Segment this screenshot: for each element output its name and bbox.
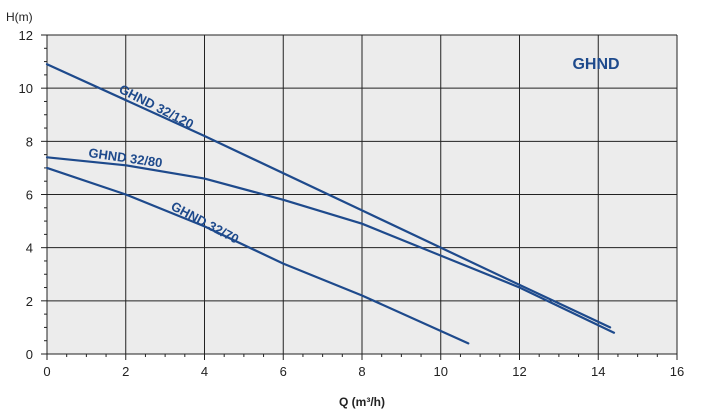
x-tick-label: 10 [434, 364, 448, 379]
y-tick-label: 2 [26, 294, 33, 309]
y-axis-title: H(m) [6, 10, 33, 24]
y-ticks: 0 2 4 6 8 10 12 [19, 28, 47, 362]
chart-title: GHND [572, 56, 619, 73]
x-tick-label: 16 [670, 364, 684, 379]
x-tick-label: 6 [280, 364, 287, 379]
x-tick-label: 0 [43, 364, 50, 379]
series-line-ghnd-32-80 [45, 156, 616, 334]
series-line-ghnd-32-120 [45, 63, 612, 329]
y-tick-label: 8 [26, 134, 33, 149]
y-tick-label: 4 [26, 241, 33, 256]
x-tick-label: 8 [358, 364, 365, 379]
x-axis-title: Q (m³/h) [339, 395, 385, 409]
x-tick-label: 4 [201, 364, 208, 379]
y-tick-label: 6 [26, 188, 33, 203]
y-tick-label: 12 [19, 28, 33, 43]
x-ticks: 0 2 4 6 8 10 12 14 16 [43, 354, 684, 379]
y-tick-label: 0 [26, 347, 33, 362]
y-tick-label: 10 [19, 81, 33, 96]
x-tick-label: 14 [591, 364, 605, 379]
x-tick-label: 2 [122, 364, 129, 379]
series-line-ghnd-32-70 [45, 166, 470, 345]
series-lines [45, 63, 616, 345]
x-tick-label: 12 [512, 364, 526, 379]
